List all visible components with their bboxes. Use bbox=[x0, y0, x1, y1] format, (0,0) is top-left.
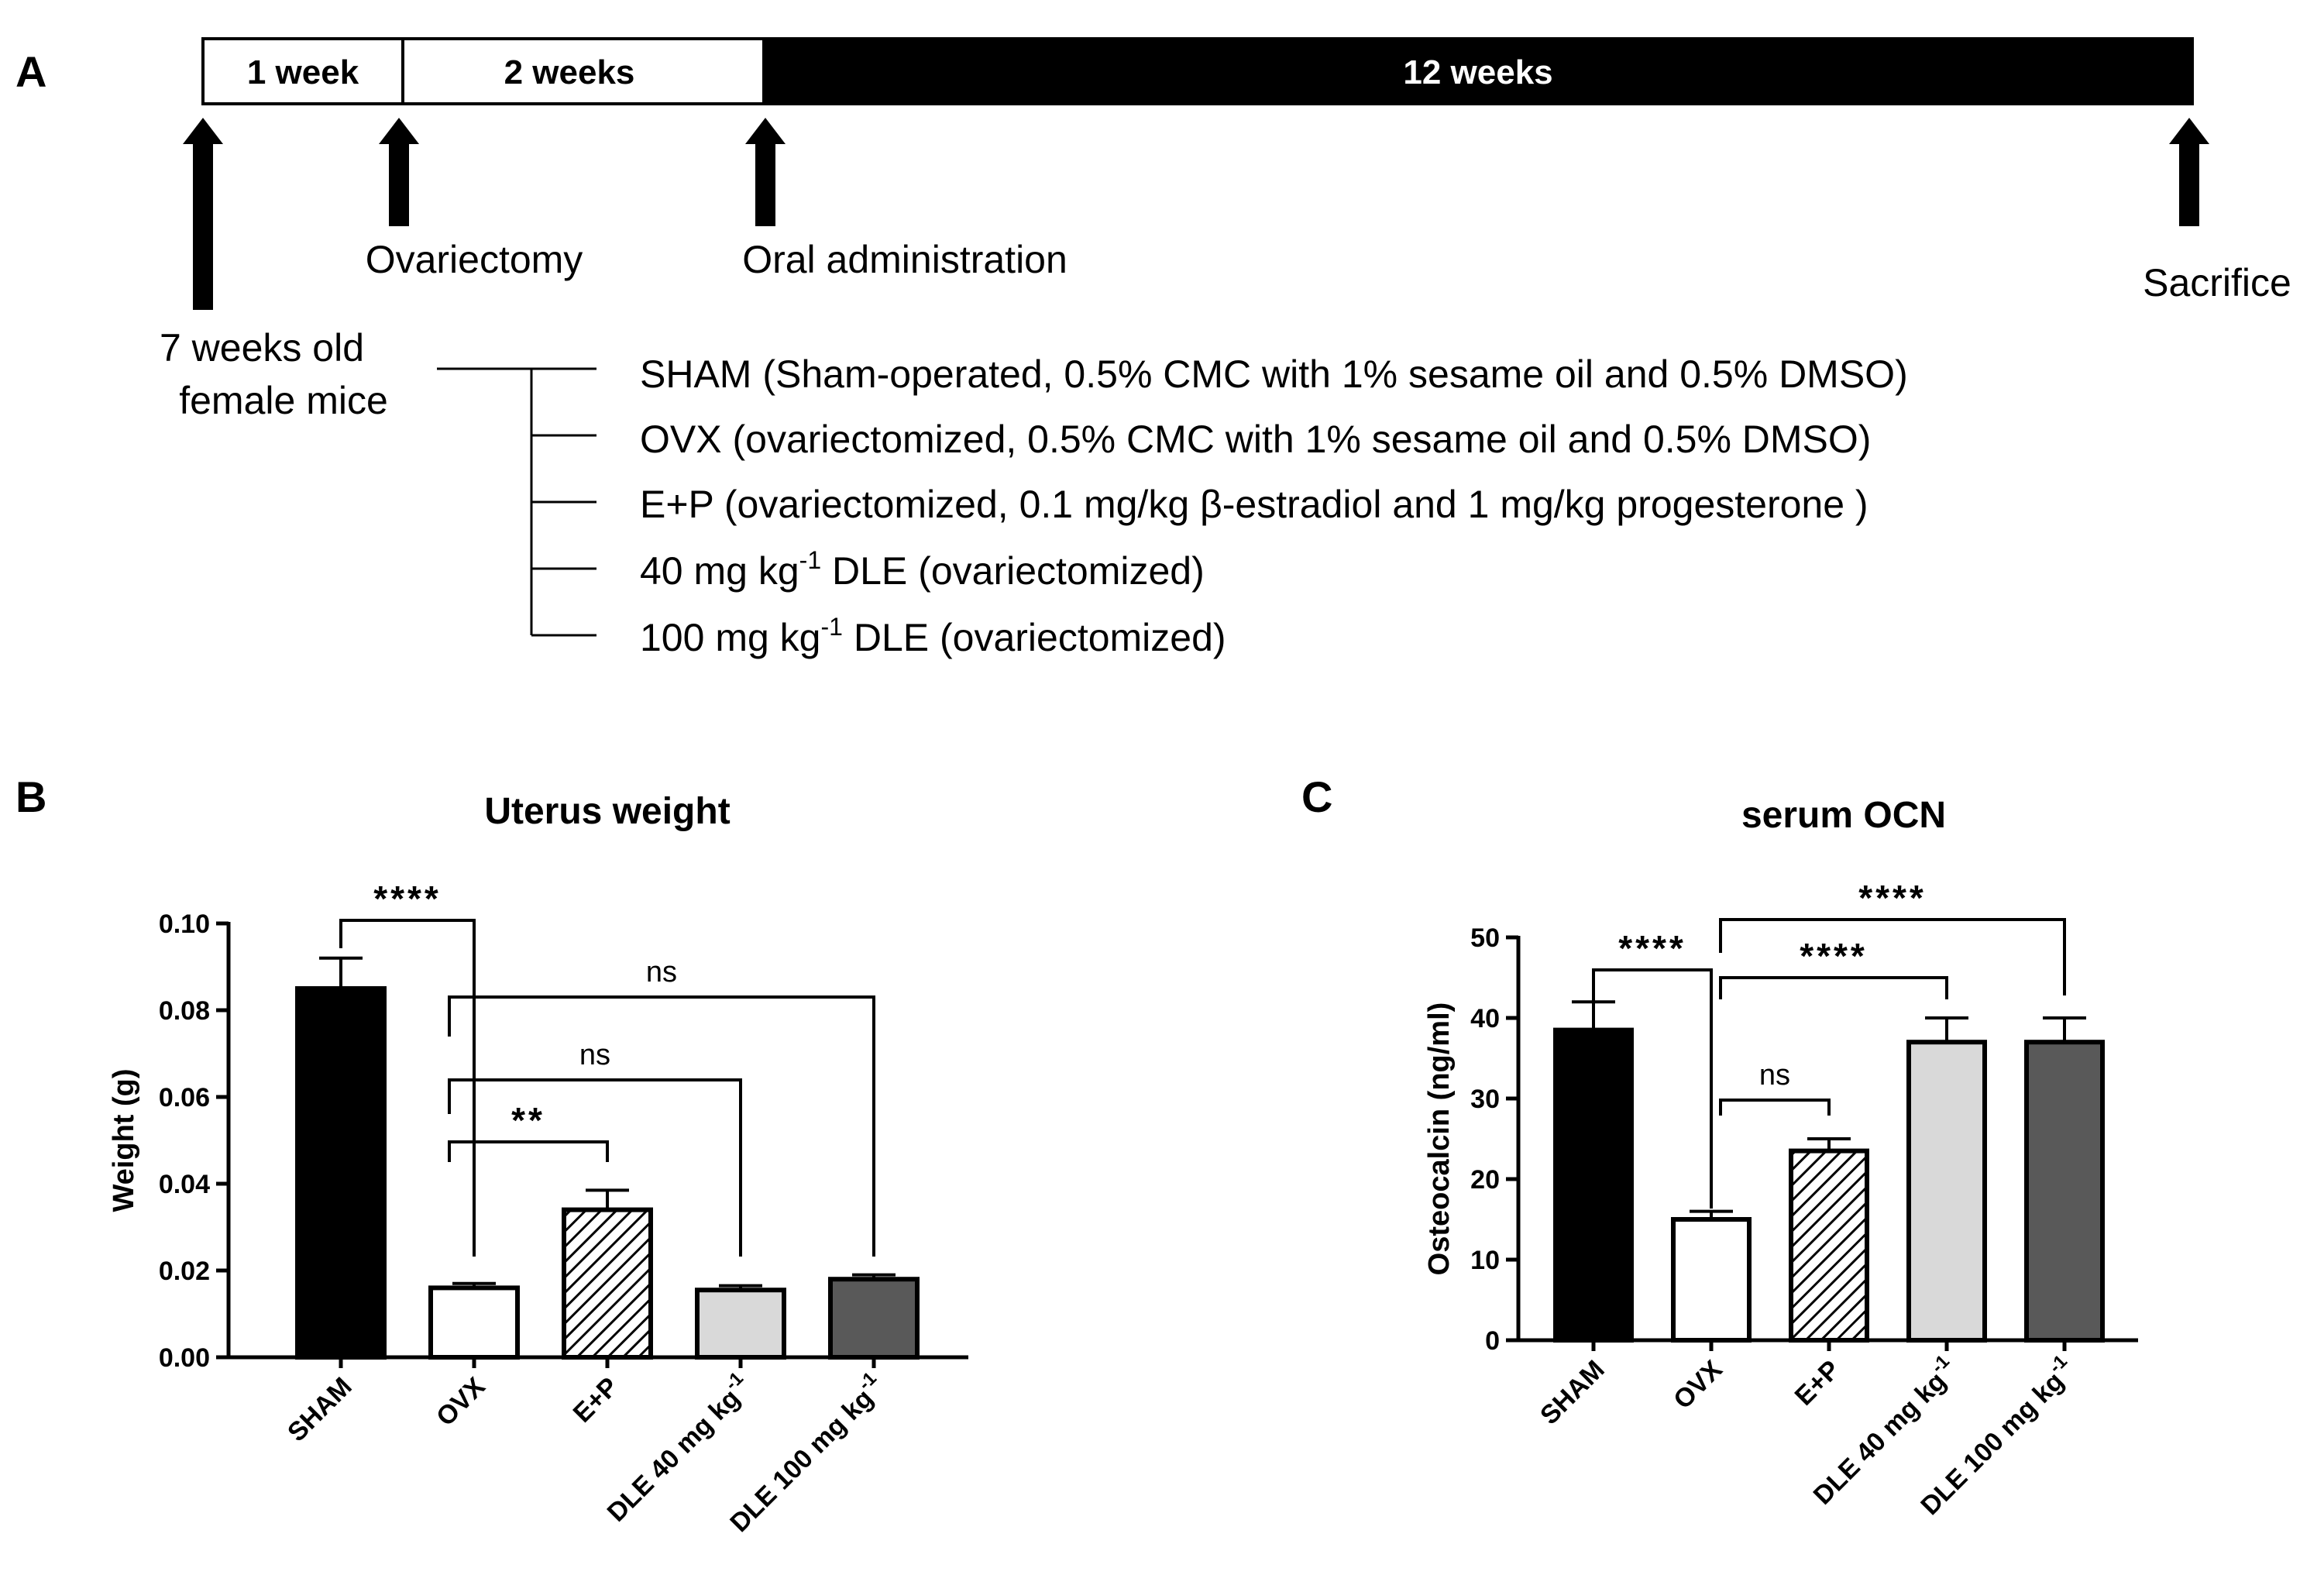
bar-dle-40-mg-kg bbox=[1906, 1040, 1987, 1343]
x-tick-label-text: OVX bbox=[1668, 1355, 1728, 1415]
chart-uterus-weight: Uterus weight Weight (g) 0.00 0.02 0.04 0.06 0… bbox=[108, 791, 968, 1538]
bar-dle-100-mg-kg bbox=[2024, 1040, 2105, 1343]
x-tick-label-ovx: OVX bbox=[1668, 1355, 1728, 1415]
chart-serum-ocn: serum OCN Osteocalcin (ng/ml) 0 10 20 30 40 50 S… bbox=[1423, 795, 2138, 1521]
y-tick-label: 0.10 bbox=[159, 909, 210, 939]
bar-sham bbox=[1553, 1027, 1634, 1343]
x-tick-label-sham: SHAM bbox=[282, 1372, 358, 1448]
timeline-label-12-weeks: 12 weeks bbox=[1403, 53, 1552, 91]
significance-label: **** bbox=[373, 879, 442, 919]
significance-label: ns bbox=[579, 1039, 610, 1071]
y-tick-label: 30 bbox=[1470, 1085, 1500, 1114]
significance-bracket bbox=[448, 1140, 609, 1162]
chart-title: serum OCN bbox=[1741, 795, 1946, 836]
bar-ovx bbox=[428, 1285, 520, 1360]
y-axis-label: Weight (g) bbox=[108, 1068, 140, 1212]
event-ovariectomy: Ovariectomy bbox=[366, 238, 583, 281]
event-start-line-1: 7 weeks old bbox=[160, 326, 364, 370]
group-dle-40: 40 mg kg-1 DLE (ovariectomized) bbox=[640, 546, 1205, 593]
x-tick-label-ovx: OVX bbox=[431, 1372, 491, 1432]
timeline-label-2-weeks: 2 weeks bbox=[504, 53, 635, 91]
event-start-line-2: female mice bbox=[179, 379, 388, 422]
y-tick-label: 0.02 bbox=[159, 1257, 210, 1286]
group-sham: SHAM (Sham-operated, 0.5% CMC with 1% se… bbox=[640, 352, 1908, 396]
y-tick-label: 20 bbox=[1470, 1165, 1500, 1195]
timeline-segment-1-week bbox=[201, 37, 404, 105]
group-ovx: OVX (ovariectomized, 0.5% CMC with 1% se… bbox=[640, 418, 1871, 461]
y-tick-label: 0.06 bbox=[159, 1083, 210, 1112]
arrow-sacrifice-icon bbox=[2169, 118, 2209, 226]
timeline-label-1-week: 1 week bbox=[247, 53, 359, 91]
significance-label: **** bbox=[1618, 928, 1686, 968]
group-tree bbox=[437, 367, 596, 637]
y-axis-label: Osteocalcin (ng/ml) bbox=[1423, 1002, 1456, 1276]
significance-label: **** bbox=[1858, 878, 1927, 918]
x-tick-label-text: SHAM bbox=[282, 1372, 358, 1448]
significance-bracket bbox=[1719, 976, 1948, 999]
x-tick-label-e-p: E+P bbox=[568, 1372, 624, 1429]
y-tick-label: 0 bbox=[1485, 1326, 1500, 1356]
timeline-segment-12-weeks bbox=[762, 37, 2194, 105]
bar-sham bbox=[295, 986, 387, 1360]
x-tick-label-e-p: E+P bbox=[1789, 1355, 1846, 1411]
y-tick-label: 0.00 bbox=[159, 1343, 210, 1373]
significance-bracket bbox=[1592, 968, 1713, 1209]
x-tick-label-text: DLE 100 mg kg bbox=[724, 1384, 878, 1538]
bar-dle-100-mg-kg bbox=[828, 1277, 920, 1360]
y-tick-label: 0.08 bbox=[159, 996, 210, 1026]
significance-bracket bbox=[1719, 1099, 1831, 1116]
x-tick-label-text: SHAM bbox=[1535, 1355, 1611, 1431]
panel-letter-b: B bbox=[15, 772, 46, 821]
significance-label: **** bbox=[1800, 936, 1868, 976]
x-tick-label-sham: SHAM bbox=[1535, 1355, 1611, 1431]
y-tick-label: 10 bbox=[1470, 1246, 1500, 1275]
arrow-start-icon bbox=[183, 118, 223, 310]
panel-letter-c: C bbox=[1301, 772, 1332, 821]
significance-label: ns bbox=[1759, 1059, 1790, 1092]
group-e-p: E+P (ovariectomized, 0.1 mg/kg β-estradi… bbox=[640, 483, 1868, 526]
timeline-segment-2-weeks bbox=[401, 37, 765, 105]
x-tick-label-text: OVX bbox=[431, 1372, 491, 1432]
bar-ovx bbox=[1671, 1217, 1752, 1343]
significance-label: ns bbox=[646, 956, 677, 989]
y-tick-label: 50 bbox=[1470, 923, 1500, 953]
arrow-ovariectomy-icon bbox=[379, 118, 419, 226]
event-sacrifice: Sacrifice bbox=[2143, 261, 2291, 304]
significance-bracket bbox=[448, 1078, 742, 1257]
significance-label: ** bbox=[511, 1100, 545, 1140]
chart-title: Uterus weight bbox=[484, 791, 730, 832]
significance-bracket bbox=[448, 995, 875, 1257]
x-tick-label-text: E+P bbox=[568, 1372, 624, 1429]
event-oral-administration: Oral administration bbox=[742, 238, 1067, 281]
arrow-oral-icon bbox=[745, 118, 786, 226]
x-tick-label-text: DLE 40 mg kg bbox=[602, 1384, 746, 1528]
significance-bracket bbox=[1719, 918, 2066, 995]
bar-e-p bbox=[562, 1207, 653, 1360]
y-tick-label: 40 bbox=[1470, 1004, 1500, 1033]
y-tick-label: 0.04 bbox=[159, 1170, 210, 1199]
x-tick-label-dle-100-mg-kg: DLE 100 mg kg-1 bbox=[720, 1368, 890, 1538]
group-dle-100: 100 mg kg-1 DLE (ovariectomized) bbox=[640, 613, 1226, 659]
x-tick-label-text: E+P bbox=[1789, 1355, 1846, 1411]
bar-dle-40-mg-kg bbox=[695, 1288, 786, 1360]
significance-bracket bbox=[339, 919, 476, 1257]
panel-letter-a: A bbox=[15, 47, 46, 96]
bar-e-p bbox=[1789, 1148, 1869, 1343]
